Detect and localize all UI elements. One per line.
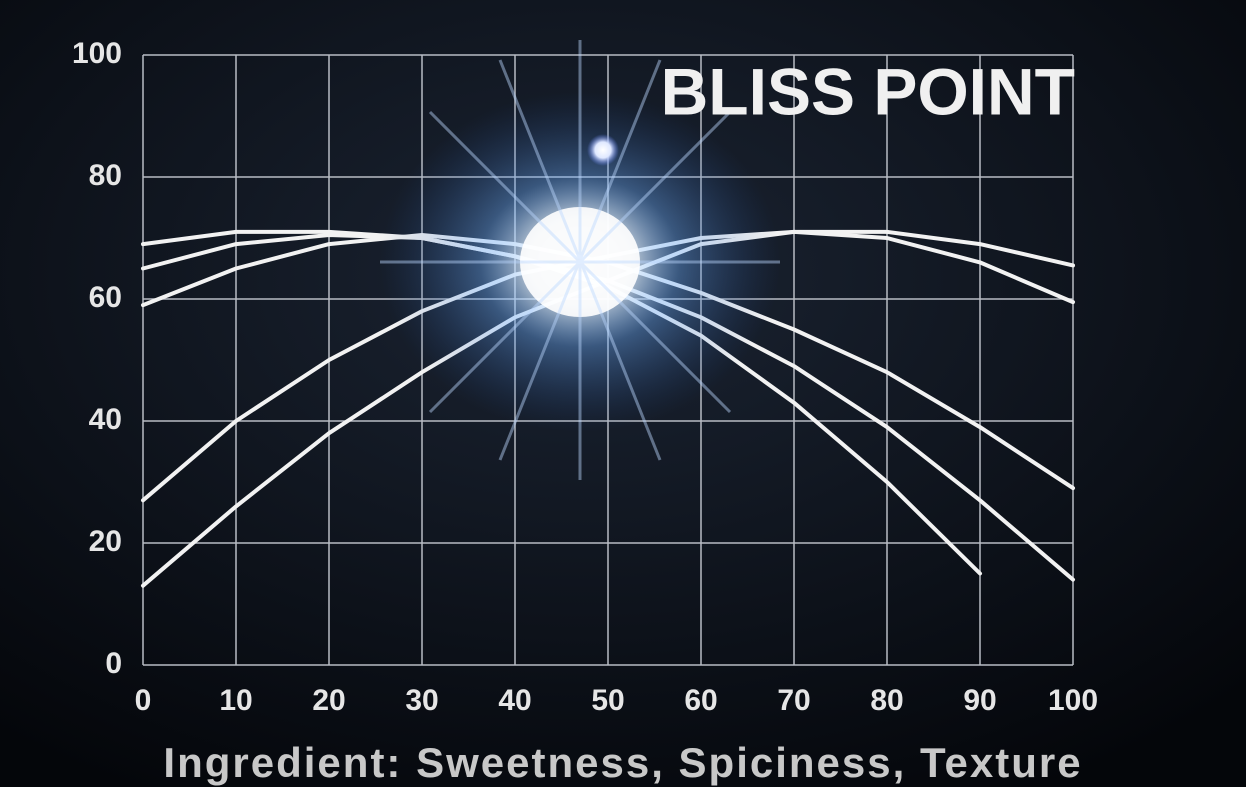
x-tick-label: 40 [498, 684, 531, 717]
x-axis-label: Ingredient: Sweetness, Spiciness, Textur… [163, 739, 1082, 786]
y-tick-label: 60 [89, 281, 122, 314]
chart-title: BLISS POINT [661, 54, 1075, 128]
x-tick-label: 10 [219, 684, 252, 717]
x-tick-label: 20 [312, 684, 345, 717]
x-tick-label: 90 [963, 684, 996, 717]
y-tick-label: 80 [89, 159, 122, 192]
x-tick-label: 60 [684, 684, 717, 717]
x-tick-label: 70 [777, 684, 810, 717]
x-tick-label: 50 [591, 684, 624, 717]
x-tick-label: 0 [135, 684, 152, 717]
x-tick-label: 100 [1048, 684, 1098, 717]
chart: BLISS POINT Ingredient: Sweetness, Spici… [0, 0, 1246, 787]
x-tick-label: 80 [870, 684, 903, 717]
y-tick-label: 20 [89, 525, 122, 558]
y-tick-label: 40 [89, 403, 122, 436]
y-tick-label: 0 [105, 647, 122, 680]
y-tick-label: 100 [72, 37, 122, 70]
x-tick-label: 30 [405, 684, 438, 717]
